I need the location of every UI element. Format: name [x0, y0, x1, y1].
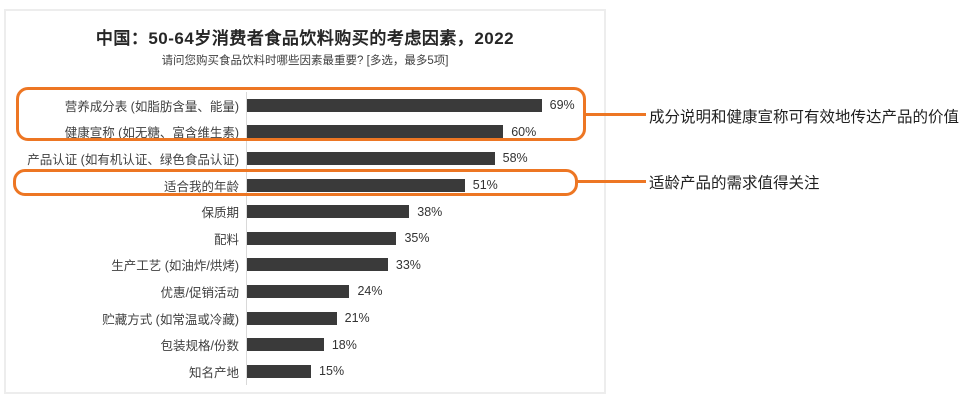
- highlight-box-nutrition-health: [16, 87, 586, 141]
- bar-zone: 33%: [246, 251, 604, 279]
- value-label: 58%: [502, 151, 528, 166]
- value-label: 21%: [344, 311, 370, 326]
- bar-zone: 35%: [246, 224, 604, 252]
- bar-row: 适合我的年龄 51%: [6, 171, 604, 199]
- bar: [247, 98, 542, 112]
- bar: [247, 364, 312, 378]
- bar-row: 保质期 38%: [6, 198, 604, 225]
- bar-zone: 15%: [246, 357, 604, 385]
- bar: [247, 231, 397, 245]
- category-label: 配料: [213, 232, 239, 247]
- chart-title: 中国：50-64岁消费者食品饮料购买的考虑因素，2022: [95, 29, 515, 48]
- bar-row: 营养成分表 (如脂肪含量、能量) 69%: [6, 92, 604, 119]
- annotation-connector-line: [576, 180, 646, 183]
- highlight-box-age: [13, 169, 578, 196]
- category-label: 产品认证 (如有机认证、绿色食品认证): [27, 152, 239, 167]
- category-label: 生产工艺 (如油炸/烘烤): [111, 259, 239, 274]
- category-label: 优惠/促销活动: [160, 285, 239, 300]
- bar-rows: 营养成分表 (如脂肪含量、能量) 69% 健康宣称 (如无糖、富含维生素) 60% 产品…: [6, 92, 604, 385]
- bar-row: 配料 35%: [6, 224, 604, 252]
- chart-panel: 中国：50-64岁消费者食品饮料购买的考虑因素，2022 请问您购买食品饮料时哪…: [4, 9, 606, 394]
- value-label: 51%: [472, 178, 498, 193]
- annotation-text: 适龄产品的需求值得关注: [649, 175, 820, 192]
- bar: [247, 205, 410, 219]
- annotation-connector-line: [584, 113, 646, 116]
- chart-subtitle: 请问您购买食品饮料时哪些因素最重要? [多选，最多5项]: [161, 55, 449, 67]
- bar-row: 优惠/促销活动 24%: [6, 278, 604, 305]
- annotation-text: 成分说明和健康宣称可有效地传达产品的价值: [649, 109, 960, 126]
- category-label: 营养成分表 (如脂肪含量、能量): [64, 99, 239, 114]
- value-label: 33%: [395, 257, 421, 272]
- bar: [247, 284, 350, 298]
- value-label: 24%: [357, 284, 383, 299]
- value-label: 38%: [417, 204, 443, 219]
- category-label: 适合我的年龄: [163, 179, 239, 194]
- value-label: 15%: [319, 364, 345, 379]
- bar-zone: 51%: [246, 171, 604, 199]
- bar-row: 产品认证 (如有机认证、绿色食品认证) 58%: [6, 145, 604, 172]
- bar-zone: 69%: [246, 92, 604, 119]
- category-label: 贮藏方式 (如常温或冷藏): [102, 312, 239, 327]
- category-label: 包装规格/份数: [160, 339, 239, 354]
- bar-row: 贮藏方式 (如常温或冷藏) 21%: [6, 304, 604, 332]
- bar-zone: 38%: [246, 198, 604, 225]
- bar-row: 健康宣称 (如无糖、富含维生素) 60%: [6, 118, 604, 146]
- value-label: 60%: [511, 124, 537, 139]
- bar-zone: 60%: [246, 118, 604, 146]
- bar-zone: 24%: [246, 278, 604, 305]
- bar-zone: 58%: [246, 145, 604, 172]
- bar: [247, 258, 388, 272]
- bar: [247, 311, 337, 325]
- category-label: 知名产地: [188, 365, 239, 380]
- bar-zone: 21%: [246, 304, 604, 332]
- category-label: 保质期: [201, 206, 239, 221]
- value-label: 69%: [549, 98, 575, 113]
- value-label: 35%: [404, 231, 430, 246]
- bar-row: 生产工艺 (如油炸/烘烤) 33%: [6, 251, 604, 279]
- bar: [247, 178, 465, 192]
- bar: [247, 151, 495, 165]
- bar-row: 包装规格/份数 18%: [6, 331, 604, 358]
- value-label: 18%: [331, 337, 357, 352]
- bar-zone: 18%: [246, 331, 604, 358]
- bar: [247, 338, 324, 352]
- bar-row: 知名产地 15%: [6, 357, 604, 385]
- category-label: 健康宣称 (如无糖、富含维生素): [64, 126, 239, 141]
- bar: [247, 125, 504, 139]
